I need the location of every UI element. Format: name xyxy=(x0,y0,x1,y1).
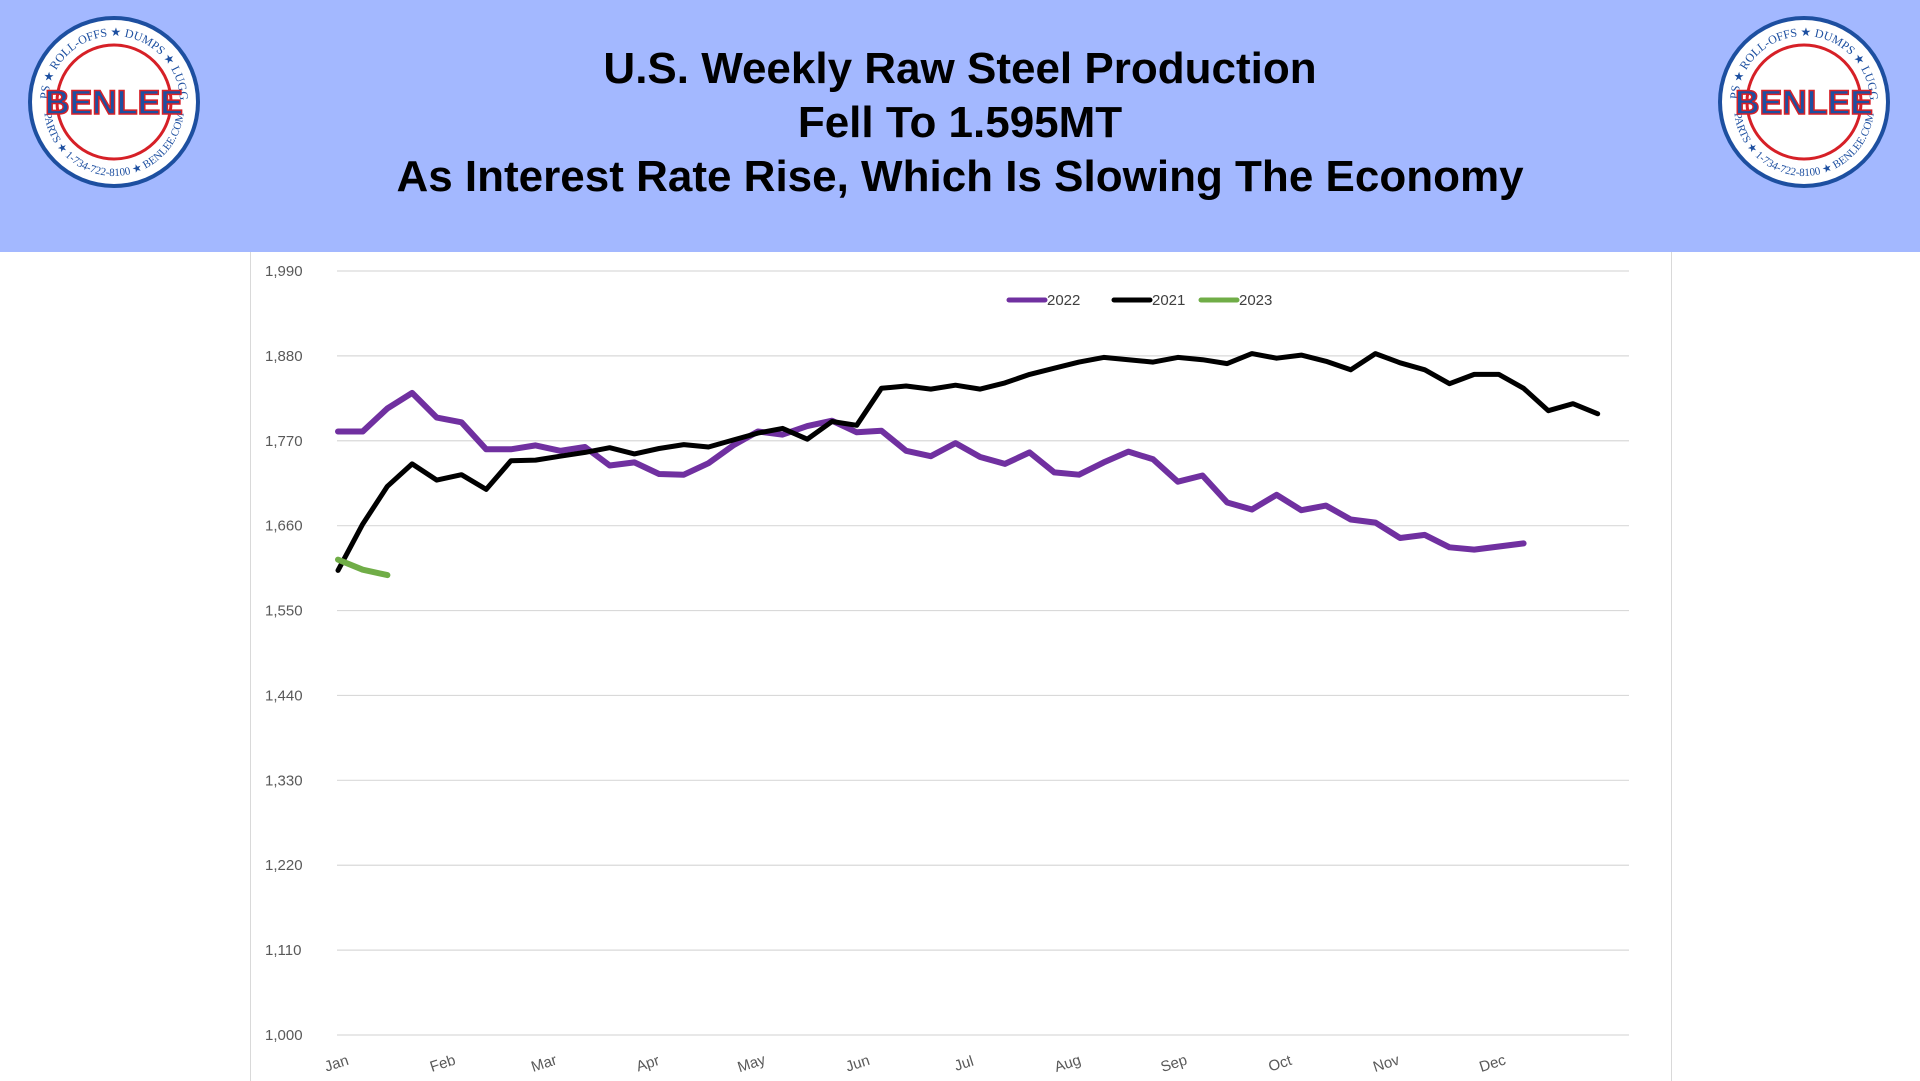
x-tick-label-jul: Jul xyxy=(952,1053,976,1075)
benlee-logo-left: TARPS ★ ROLL-OFFS ★ DUMPS ★ LUGGERS PART… xyxy=(26,14,200,188)
y-tick-label: 1,990 xyxy=(265,263,303,280)
x-tick-label-apr: Apr xyxy=(634,1052,661,1075)
x-tick-label-jun: Jun xyxy=(844,1052,872,1076)
y-tick-label: 1,220 xyxy=(265,857,303,874)
x-tick-label-sep: Sep xyxy=(1159,1052,1190,1076)
y-tick-label: 1,110 xyxy=(265,942,301,959)
x-tick-label-aug: Aug xyxy=(1052,1052,1083,1076)
legend-label-2021: 2021 xyxy=(1152,292,1185,309)
page-title-line-3: As Interest Rate Rise, Which Is Slowing … xyxy=(396,152,1524,201)
steel-production-chart: 1,000 1,110 1,220 1,330 1,440 1,550 1,660 1,770… xyxy=(265,263,1629,1076)
x-tick-label-feb: Feb xyxy=(428,1052,458,1076)
page-title-line-1: U.S. Weekly Raw Steel Production xyxy=(603,44,1317,93)
x-tick-label-jan: Jan xyxy=(322,1052,350,1076)
x-tick-label-nov: Nov xyxy=(1371,1051,1402,1076)
page-title-line-2: Fell To 1.595MT xyxy=(797,98,1123,147)
y-tick-label: 1,330 xyxy=(265,772,303,789)
legend-label-2023: 2023 xyxy=(1239,292,1272,309)
header-banner: U.S. Weekly Raw Steel Production Fell To… xyxy=(0,0,1920,252)
series-line-2023 xyxy=(335,556,391,579)
svg-text:BENLEE: BENLEE xyxy=(45,84,183,122)
chart-panel: 1,000 1,110 1,220 1,330 1,440 1,550 1,660 1,770… xyxy=(250,252,1672,1081)
y-tick-label: 1,770 xyxy=(265,433,303,450)
y-tick-label: 1,880 xyxy=(265,348,303,365)
x-tick-label-dec: Dec xyxy=(1477,1051,1508,1076)
series-line-2022 xyxy=(335,389,1527,553)
y-tick-label: 1,550 xyxy=(265,603,303,620)
y-tick-label: 1,660 xyxy=(265,518,303,535)
series-line-2021 xyxy=(335,351,1601,573)
legend-label-2022: 2022 xyxy=(1047,292,1080,309)
x-tick-label-oct: Oct xyxy=(1266,1052,1294,1076)
y-tick-label: 1,000 xyxy=(265,1027,303,1044)
y-tick-label: 1,440 xyxy=(265,687,303,704)
svg-text:BENLEE: BENLEE xyxy=(1735,84,1873,122)
x-tick-label-mar: Mar xyxy=(529,1052,559,1076)
benlee-logo-right: TARPS ★ ROLL-OFFS ★ DUMPS ★ LUGGERS PART… xyxy=(1716,14,1890,188)
x-tick-label-may: May xyxy=(735,1051,768,1076)
